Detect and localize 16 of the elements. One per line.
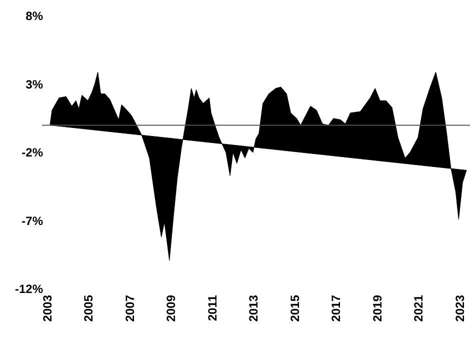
- x-tick-label: 2009: [164, 294, 178, 322]
- y-tick-label: -7%: [22, 214, 44, 228]
- y-tick-label: 8%: [26, 9, 44, 24]
- x-tick-label: 2021: [412, 294, 426, 322]
- x-tick-label: 2011: [205, 294, 220, 322]
- y-tick-label: 3%: [26, 77, 44, 92]
- x-tick-label: 2019: [370, 294, 384, 322]
- x-tick-label: 2015: [288, 294, 302, 322]
- x-tick-label: 2003: [40, 294, 54, 322]
- x-tick-label: 2005: [82, 294, 96, 322]
- y-tick-label: -2%: [22, 146, 44, 160]
- x-tick-label: 2007: [122, 294, 137, 322]
- y-tick-label: -12%: [14, 282, 44, 296]
- x-tick-label: 2013: [246, 294, 261, 322]
- x-tick-label: 2023: [452, 294, 467, 322]
- x-tick-label: 2017: [329, 294, 344, 322]
